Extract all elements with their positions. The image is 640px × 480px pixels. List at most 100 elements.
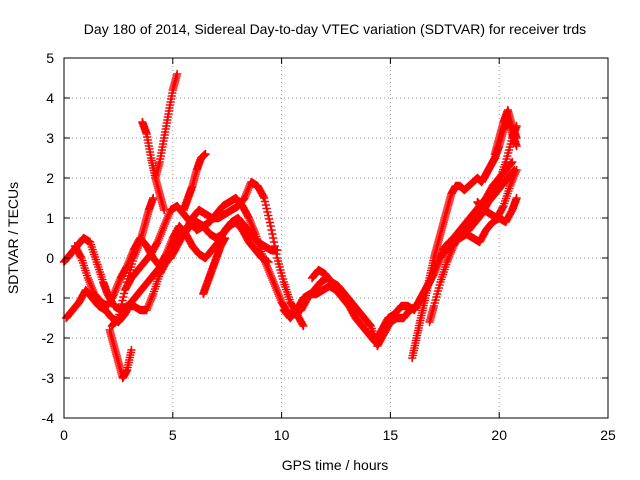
y-tick-label: 1 bbox=[46, 210, 54, 226]
data-point bbox=[90, 289, 105, 306]
data-point bbox=[148, 272, 164, 299]
chart-title: Day 180 of 2014, Sidereal Day-to-day VTE… bbox=[84, 21, 586, 37]
data-point bbox=[253, 181, 268, 201]
series-track-10 bbox=[198, 233, 230, 299]
data-point bbox=[127, 290, 142, 307]
data-point bbox=[87, 293, 103, 310]
data-point bbox=[179, 222, 194, 239]
data-point bbox=[351, 313, 366, 330]
data-point bbox=[142, 129, 155, 160]
data-point bbox=[442, 238, 457, 255]
data-point bbox=[168, 71, 181, 95]
data-point bbox=[140, 250, 155, 267]
x-tick-label: 0 bbox=[60, 427, 68, 443]
axes: 0 5 10 15 20 25 -4 -3 -2 -1 0 1 2 3 4 5 bbox=[42, 50, 616, 443]
data-point bbox=[109, 275, 125, 299]
data-point bbox=[259, 193, 275, 227]
data-point bbox=[497, 174, 512, 191]
data-point bbox=[133, 282, 148, 299]
data-point bbox=[155, 136, 168, 167]
y-tick-label: -3 bbox=[42, 370, 55, 386]
data-point bbox=[331, 285, 347, 302]
data-point bbox=[68, 298, 83, 315]
data-point bbox=[464, 218, 479, 235]
data-series bbox=[59, 69, 521, 383]
data-point bbox=[481, 186, 497, 203]
data-point bbox=[494, 160, 510, 187]
grid-lines bbox=[64, 58, 608, 418]
series-track-8 bbox=[151, 69, 182, 183]
data-point bbox=[359, 313, 375, 330]
data-point bbox=[164, 88, 177, 119]
data-point bbox=[470, 210, 486, 227]
data-point bbox=[233, 213, 249, 230]
data-point bbox=[505, 167, 521, 191]
data-point bbox=[81, 285, 96, 302]
data-point bbox=[146, 266, 162, 283]
data-point bbox=[512, 193, 521, 203]
data-point bbox=[346, 297, 362, 314]
data-point bbox=[201, 149, 210, 159]
data-point bbox=[484, 190, 499, 207]
data-point bbox=[379, 319, 394, 339]
data-point bbox=[501, 207, 516, 227]
data-point bbox=[251, 245, 266, 262]
data-point bbox=[172, 69, 182, 79]
data-point bbox=[201, 246, 216, 263]
data-point bbox=[264, 265, 279, 289]
series-track-13 bbox=[407, 113, 521, 363]
data-point bbox=[373, 331, 388, 351]
data-point bbox=[433, 223, 447, 247]
data-point bbox=[292, 295, 307, 315]
data-point bbox=[264, 257, 273, 267]
series-track-17 bbox=[490, 105, 521, 159]
data-point bbox=[129, 239, 144, 263]
data-point bbox=[473, 197, 488, 214]
x-axis-label: GPS time / hours bbox=[282, 457, 389, 473]
y-tick-label: 3 bbox=[46, 130, 54, 146]
x-tick-label: 5 bbox=[169, 427, 177, 443]
data-point bbox=[344, 301, 360, 321]
data-point bbox=[122, 348, 136, 375]
data-point bbox=[220, 233, 230, 243]
y-tick-label: 2 bbox=[46, 170, 54, 186]
data-point bbox=[512, 165, 521, 175]
plot-frame bbox=[63, 57, 609, 419]
data-point bbox=[159, 205, 169, 215]
data-point bbox=[155, 189, 168, 213]
data-point bbox=[142, 291, 157, 315]
data-point bbox=[207, 238, 222, 255]
y-tick-label: 5 bbox=[46, 50, 54, 66]
data-point bbox=[198, 221, 214, 238]
x-tick-label: 15 bbox=[383, 427, 399, 443]
series-track-5 bbox=[105, 325, 136, 383]
data-point bbox=[101, 305, 116, 322]
data-point bbox=[340, 289, 355, 306]
data-point bbox=[399, 306, 414, 323]
data-point bbox=[240, 221, 255, 238]
series-track-15 bbox=[442, 193, 521, 255]
data-point bbox=[70, 241, 85, 261]
data-point bbox=[148, 193, 158, 203]
data-point bbox=[120, 299, 135, 319]
data-point bbox=[77, 253, 92, 280]
data-point bbox=[425, 303, 438, 327]
x-tick-label: 10 bbox=[274, 427, 290, 443]
data-point bbox=[238, 225, 253, 245]
data-point bbox=[412, 316, 425, 343]
data-point bbox=[481, 218, 497, 235]
data-point bbox=[61, 306, 77, 323]
data-point bbox=[103, 291, 118, 311]
data-point bbox=[333, 281, 349, 298]
data-point bbox=[407, 336, 421, 363]
data-point bbox=[140, 274, 155, 291]
data-point bbox=[127, 266, 142, 283]
data-point bbox=[353, 305, 368, 322]
x-tick-label: 20 bbox=[491, 427, 507, 443]
data-point bbox=[166, 243, 181, 263]
data-point bbox=[161, 235, 177, 259]
data-point bbox=[153, 223, 168, 247]
data-point bbox=[338, 293, 353, 310]
data-point bbox=[429, 280, 444, 311]
data-point bbox=[127, 345, 136, 355]
